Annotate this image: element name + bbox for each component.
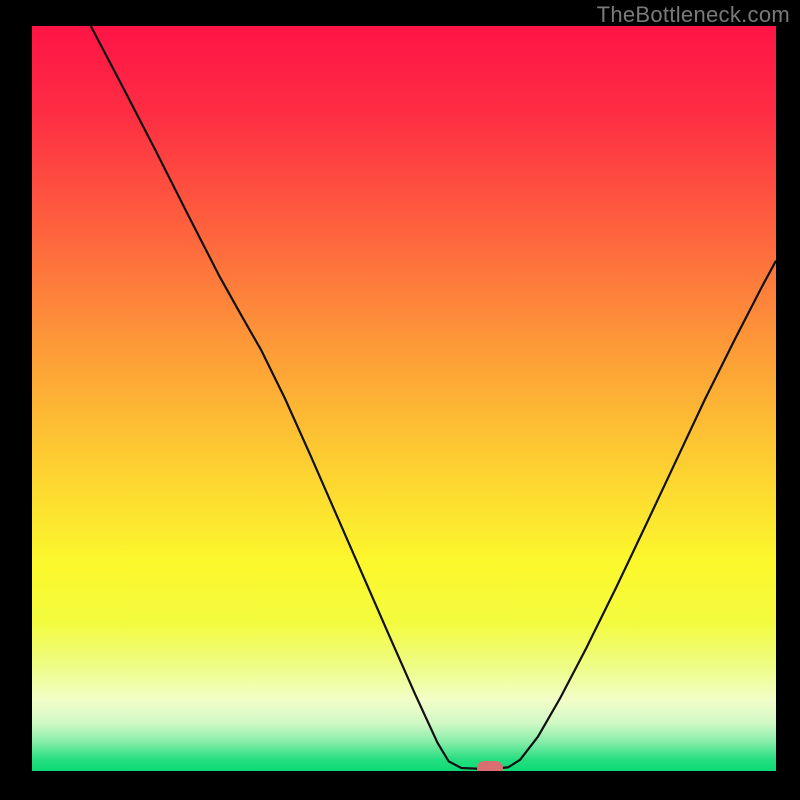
sweet-spot-marker xyxy=(477,761,503,771)
curve-path xyxy=(91,26,776,769)
chart-plot-area xyxy=(32,26,776,771)
bottleneck-curve xyxy=(32,26,776,771)
watermark-text: TheBottleneck.com xyxy=(597,2,790,28)
chart-frame xyxy=(32,26,776,771)
